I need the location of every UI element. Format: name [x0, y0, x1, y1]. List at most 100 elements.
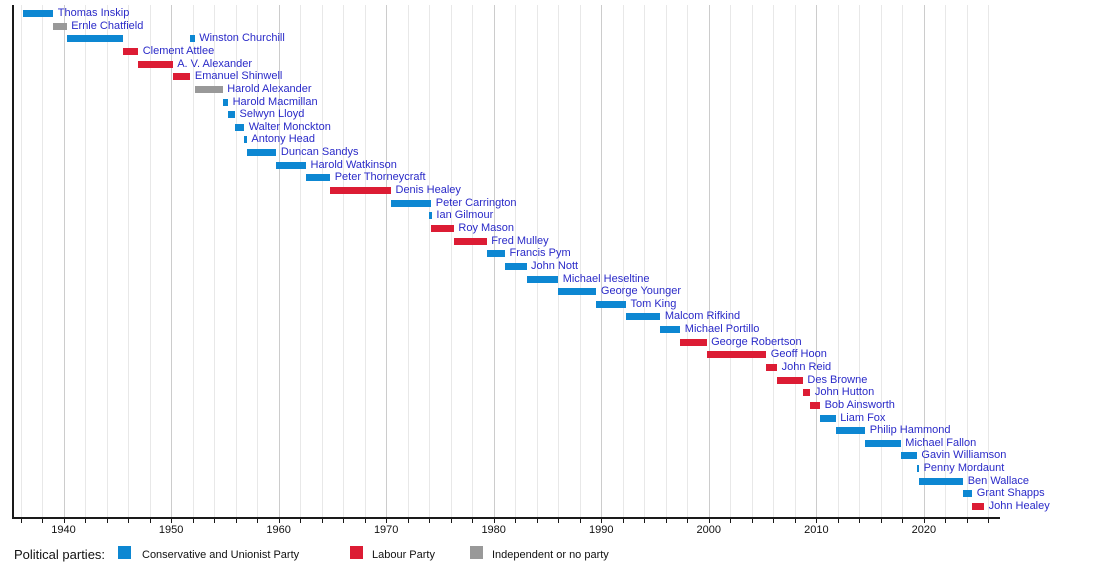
axis-tick [149, 519, 151, 523]
axis-tick [20, 519, 22, 523]
axis-tick [644, 519, 646, 523]
grid-line [730, 5, 732, 517]
minister-label[interactable]: Grant Shapps [976, 487, 1045, 500]
grid-line [665, 5, 667, 517]
year-label: 1950 [158, 524, 184, 536]
axis-tick [450, 519, 452, 523]
minister-label[interactable]: Michael Fallon [905, 436, 977, 449]
grid-line [708, 5, 710, 517]
axis-tick [794, 519, 796, 523]
minister-label[interactable]: Emanuel Shinwell [194, 70, 283, 83]
grid-line [945, 5, 947, 517]
minister-label[interactable]: Thomas Inskip [57, 7, 130, 19]
term-bar [244, 136, 247, 144]
minister-label[interactable]: Peter Thorneycraft [334, 171, 426, 184]
minister-label[interactable]: Malcom Rifkind [664, 310, 741, 323]
minister-label[interactable]: John Hutton [814, 386, 875, 399]
term-bar [916, 465, 920, 473]
minister-label[interactable]: George Younger [600, 285, 682, 298]
minister-label[interactable]: Antony Head [251, 133, 315, 146]
minister-label[interactable]: Michael Portillo [684, 323, 760, 335]
term-bar [766, 363, 778, 371]
minister-label[interactable]: Ian Gilmour [436, 209, 494, 222]
minister-label[interactable]: Gavin Williamson [921, 449, 1007, 462]
legend-swatch-independent [470, 546, 483, 559]
grid-line [988, 5, 990, 517]
axis-tick [579, 519, 581, 523]
minister-label[interactable]: John Reid [781, 360, 832, 373]
minister-label[interactable]: Liam Fox [840, 411, 886, 424]
minister-label[interactable]: Denis Healey [395, 184, 461, 196]
minister-label[interactable]: Selwyn Lloyd [239, 108, 305, 121]
axis-tick [493, 519, 495, 523]
axis-tick [687, 519, 689, 523]
minister-label[interactable]: Roy Mason [458, 221, 515, 234]
minister-label[interactable]: Fred Mulley [491, 234, 549, 247]
minister-label[interactable]: Michael Heseltine [562, 272, 650, 285]
minister-label[interactable]: Francis Pym [509, 247, 571, 260]
minister-label[interactable]: A. V. Alexander [177, 57, 253, 70]
minister-label[interactable]: Ben Wallace [967, 474, 1030, 487]
legend-label-conservative: Conservative and Unionist Party [142, 549, 300, 561]
minister-label[interactable]: John Healey [988, 500, 1050, 512]
minister-label[interactable]: Philip Hammond [869, 424, 951, 437]
term-bar [22, 10, 54, 17]
x-axis-line [12, 517, 1000, 519]
axis-tick [407, 519, 409, 523]
grid-line [472, 5, 474, 517]
term-bar [810, 401, 821, 409]
grid-line [773, 5, 775, 517]
term-bar [306, 174, 331, 182]
minister-label[interactable]: Bob Ainsworth [824, 398, 895, 411]
grid-line [794, 5, 796, 517]
minister-label[interactable]: George Robertson [711, 335, 802, 348]
year-label: 1940 [51, 524, 76, 536]
grid-line [192, 5, 194, 517]
axis-tick [472, 519, 474, 523]
term-bar [172, 73, 191, 81]
axis-tick [106, 519, 108, 523]
grid-line [923, 5, 925, 517]
grid-line [751, 5, 753, 517]
minister-label[interactable]: Walter Monckton [248, 120, 331, 133]
axis-tick [278, 519, 280, 523]
term-bar [276, 161, 306, 169]
minister-label[interactable]: Des Browne [807, 373, 868, 386]
axis-tick [966, 519, 968, 523]
minister-label[interactable]: Geoff Hoon [770, 348, 827, 361]
minister-label[interactable]: Tom King [630, 297, 677, 310]
axis-tick [708, 519, 710, 523]
minister-label[interactable]: Clement Attlee [142, 44, 215, 57]
term-bar [190, 35, 195, 43]
term-bar [123, 47, 139, 55]
minister-label[interactable]: Harold Macmillan [232, 95, 318, 108]
term-bar [228, 111, 236, 119]
grid-line [214, 5, 216, 517]
year-label: 1990 [589, 524, 614, 536]
legend-swatch-conservative [118, 546, 131, 559]
axis-tick [837, 519, 839, 523]
axis-tick [235, 519, 237, 523]
axis-tick [515, 519, 517, 523]
minister-label[interactable]: Ernle Chatfield [71, 19, 144, 32]
axis-tick [558, 519, 560, 523]
year-label: 1980 [481, 524, 506, 536]
year-label: 2010 [804, 524, 829, 536]
axis-tick [859, 519, 861, 523]
minister-label[interactable]: Penny Mordaunt [923, 462, 1005, 475]
term-bar [706, 351, 767, 359]
axis-tick [257, 519, 259, 523]
axis-tick [171, 519, 173, 523]
grid-line [364, 5, 366, 517]
minister-label[interactable]: Peter Carrington [435, 196, 517, 209]
minister-label[interactable]: Duncan Sandys [280, 146, 359, 159]
grid-line [429, 5, 431, 517]
term-bar [865, 439, 901, 447]
axis-tick [622, 519, 624, 523]
term-bar [963, 490, 973, 498]
minister-label[interactable]: John Nott [531, 259, 579, 272]
legend-swatch-labour [350, 546, 363, 559]
minister-label[interactable]: Winston Churchill [199, 32, 285, 45]
minister-label[interactable]: Harold Watkinson [310, 158, 397, 171]
minister-label[interactable]: Harold Alexander [227, 82, 312, 95]
